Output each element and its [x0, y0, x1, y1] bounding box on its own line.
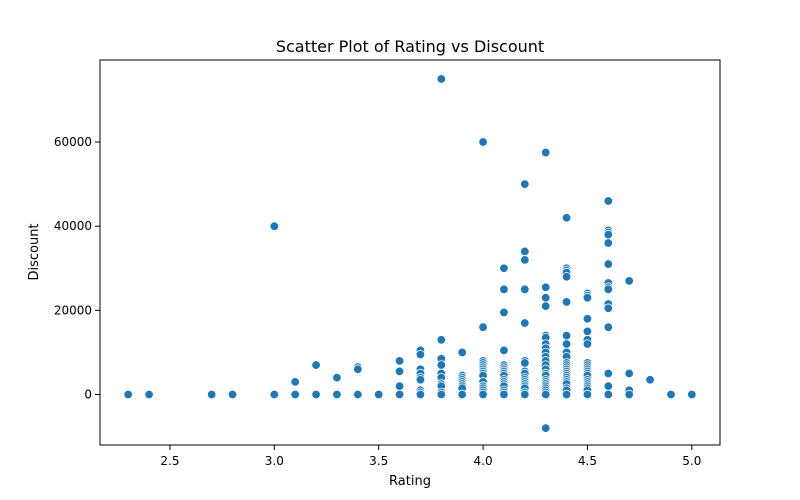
scatter-point [499, 389, 509, 400]
scatter-point [520, 389, 530, 400]
scatter-point [499, 345, 509, 356]
x-tick-label: 4.0 [474, 454, 493, 468]
scatter-point [269, 389, 280, 400]
scatter-point [269, 221, 280, 231]
scatter-point [415, 349, 426, 360]
scatter-point [394, 389, 405, 400]
scatter-point [520, 246, 530, 257]
scatter-point [478, 137, 488, 147]
scatter-point [311, 389, 321, 400]
scatter-point [582, 326, 593, 337]
scatter-point [311, 360, 321, 370]
scatter-point [520, 179, 530, 189]
scatter-point [478, 322, 488, 332]
scatter-point [457, 347, 467, 358]
scatter-point [290, 377, 300, 387]
scatter-point [666, 389, 676, 400]
chart-title: Scatter Plot of Rating vs Discount [276, 37, 544, 56]
x-tick-label: 5.0 [682, 454, 701, 468]
y-axis-label: Discount [27, 223, 42, 280]
scatter-point [415, 389, 426, 400]
x-axis: 2.5 3.0 3.5 4.0 4.5 5.0 [160, 445, 701, 468]
scatter-point [582, 293, 593, 303]
scatter-point [561, 389, 572, 400]
scatter-point [603, 229, 614, 240]
scatter-point [603, 381, 614, 391]
plot-area [99, 59, 721, 446]
scatter-point [499, 263, 509, 273]
scatter-point [353, 389, 363, 400]
scatter-point [540, 147, 551, 158]
scatter-point [624, 389, 634, 400]
scatter-point [540, 282, 551, 292]
scatter-point [603, 259, 614, 269]
y-tick-label: 40000 [54, 219, 92, 233]
scatter-point [540, 389, 551, 400]
scatter-point [394, 366, 405, 377]
scatter-point [561, 330, 572, 341]
x-axis-label: Rating [389, 474, 431, 489]
scatter-point [290, 389, 300, 400]
scatter-point [603, 238, 614, 248]
y-tick-label: 0 [84, 388, 92, 402]
scatter-point [373, 389, 384, 400]
data-points [123, 74, 697, 433]
scatter-point [332, 389, 342, 400]
x-tick-label: 3.5 [369, 454, 388, 468]
scatter-point [603, 284, 614, 295]
scatter-point [499, 284, 509, 295]
scatter-point [436, 360, 447, 370]
scatter-point [561, 271, 572, 282]
scatter-point [520, 358, 530, 368]
scatter-point [540, 293, 551, 303]
scatter-point [540, 423, 551, 433]
scatter-point [582, 389, 593, 400]
scatter-point [332, 372, 342, 383]
scatter-point [457, 389, 467, 400]
scatter-point [436, 335, 447, 345]
scatter-point [353, 364, 363, 374]
scatter-point [624, 276, 634, 286]
scatter-point [603, 368, 614, 379]
scatter-point [582, 314, 593, 324]
scatter-point [603, 322, 614, 332]
scatter-point [520, 284, 530, 295]
scatter-point [394, 381, 405, 391]
scatter-point [415, 375, 426, 385]
y-axis: 0 20000 40000 60000 [54, 135, 100, 402]
scatter-point [645, 375, 655, 385]
scatter-point [436, 389, 447, 400]
scatter-point [687, 389, 697, 400]
scatter-point [123, 389, 133, 400]
scatter-point [227, 389, 238, 400]
x-tick-label: 2.5 [160, 454, 179, 468]
scatter-point [582, 339, 593, 349]
scatter-point [478, 389, 488, 400]
scatter-point [603, 389, 614, 400]
scatter-point [603, 303, 614, 313]
scatter-point [540, 301, 551, 311]
scatter-point [499, 307, 509, 318]
x-tick-label: 3.0 [265, 454, 284, 468]
scatter-point [436, 74, 447, 84]
scatter-point [520, 318, 530, 328]
y-tick-label: 60000 [54, 135, 92, 149]
scatter-point [624, 368, 634, 379]
scatter-point [206, 389, 217, 400]
scatter-point [394, 356, 405, 366]
scatter-point [520, 255, 530, 265]
scatter-point [144, 389, 154, 400]
scatter-point [561, 297, 572, 307]
y-tick-label: 20000 [54, 303, 92, 317]
x-tick-label: 4.5 [578, 454, 597, 468]
scatter-point [561, 213, 572, 223]
scatter-point [603, 196, 614, 206]
scatter-point [561, 339, 572, 349]
